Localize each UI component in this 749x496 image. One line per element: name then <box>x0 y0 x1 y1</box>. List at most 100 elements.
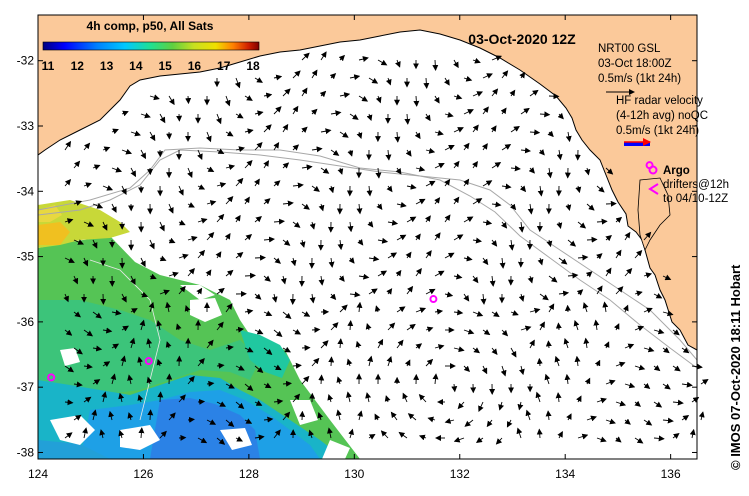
legend-colorbar <box>42 41 260 51</box>
velocity-arrow <box>385 77 392 86</box>
velocity-arrow <box>567 239 577 247</box>
nrt-line2: 03-Oct 18:00Z <box>598 58 672 70</box>
velocity-arrow <box>681 415 690 421</box>
velocity-arrow <box>273 398 284 405</box>
velocity-arrow <box>338 54 345 62</box>
velocity-arrow <box>335 409 342 421</box>
velocity-arrow <box>634 290 643 297</box>
velocity-arrow <box>205 269 212 277</box>
timestamp: 03-Oct-2020 12Z <box>468 31 576 47</box>
velocity-arrow <box>168 412 176 421</box>
velocity-arrow <box>491 311 500 318</box>
velocity-arrow <box>301 311 311 317</box>
velocity-arrow <box>366 113 373 122</box>
velocity-arrow <box>244 196 250 205</box>
velocity-arrow <box>168 237 176 244</box>
velocity-arrow <box>453 309 464 316</box>
velocity-arrow <box>83 329 94 337</box>
velocity-arrow <box>405 251 412 259</box>
velocity-arrow <box>254 178 260 187</box>
velocity-arrow <box>634 400 641 407</box>
velocity-arrow <box>63 293 69 303</box>
velocity-arrow <box>206 339 214 349</box>
velocity-arrow <box>558 290 570 297</box>
velocity-arrow <box>159 221 165 232</box>
velocity-arrow <box>130 275 136 285</box>
velocity-arrow <box>235 112 244 119</box>
velocity-arrow <box>329 73 337 80</box>
velocity-arrow <box>348 257 355 264</box>
velocity-arrow <box>254 400 263 406</box>
velocity-arrow <box>206 166 215 172</box>
velocity-arrow <box>525 409 532 421</box>
velocity-arrow <box>406 323 416 331</box>
velocity-arrow <box>518 293 525 302</box>
legend-tick-label: 17 <box>217 59 231 73</box>
velocity-arrow <box>137 356 144 367</box>
velocity-arrow <box>83 142 91 151</box>
velocity-arrow <box>64 140 72 151</box>
velocity-arrow <box>434 344 445 350</box>
velocity-arrow <box>405 149 412 157</box>
velocity-arrow <box>111 343 120 350</box>
velocity-arrow <box>529 129 541 136</box>
velocity-arrow <box>537 185 544 197</box>
velocity-arrow <box>472 310 484 317</box>
velocity-arrow <box>205 131 212 143</box>
velocity-arrow <box>546 167 553 179</box>
velocity-arrow <box>206 380 215 387</box>
velocity-arrow <box>501 144 512 151</box>
velocity-arrow <box>489 275 496 287</box>
velocity-arrow <box>149 239 155 250</box>
y-tick-label: -32 <box>17 54 35 68</box>
velocity-arrow <box>367 221 374 228</box>
velocity-arrow <box>634 249 643 259</box>
velocity-arrow <box>662 417 674 424</box>
velocity-arrow <box>147 409 154 421</box>
velocity-arrow <box>375 167 382 179</box>
velocity-arrow <box>576 395 582 403</box>
velocity-arrow <box>577 221 587 229</box>
velocity-arrow <box>537 257 544 266</box>
velocity-arrow <box>64 329 73 336</box>
velocity-arrow <box>482 257 489 266</box>
isobath-3 <box>89 259 161 421</box>
velocity-arrow <box>92 164 101 171</box>
velocity-arrow <box>491 201 502 208</box>
velocity-arrow <box>328 356 335 367</box>
velocity-arrow <box>622 304 629 313</box>
velocity-arrow <box>358 56 369 62</box>
velocity-arrow <box>254 254 266 261</box>
velocity-arrow <box>328 185 335 194</box>
argo-line1: drifters@12h <box>663 179 729 191</box>
velocity-arrow <box>481 143 488 151</box>
velocity-arrow <box>463 216 474 223</box>
argo-float-marker <box>429 295 438 304</box>
velocity-arrow <box>557 112 564 120</box>
velocity-arrow <box>368 288 378 295</box>
velocity-arrow <box>577 254 589 261</box>
velocity-arrow <box>643 272 653 279</box>
velocity-arrow <box>282 239 291 246</box>
velocity-arrow <box>501 221 508 229</box>
velocity-arrow <box>605 379 616 386</box>
velocity-arrow <box>111 203 117 213</box>
velocity-arrow <box>555 322 562 331</box>
velocity-arrow <box>624 382 636 389</box>
velocity-arrow <box>317 411 324 421</box>
velocity-arrow <box>99 429 106 439</box>
argo-label: Argo <box>663 165 690 177</box>
velocity-arrow <box>254 328 264 335</box>
velocity-arrow <box>216 401 226 407</box>
velocity-arrow <box>463 178 470 187</box>
x-tick-label: 126 <box>133 467 153 481</box>
velocity-arrow <box>415 267 422 277</box>
velocity-arrow <box>263 124 272 133</box>
velocity-arrow <box>564 373 571 385</box>
velocity-arrow <box>491 55 503 61</box>
velocity-arrow <box>490 125 497 133</box>
velocity-arrow <box>311 185 320 192</box>
velocity-arrow <box>463 142 470 151</box>
velocity-arrow <box>225 269 234 277</box>
velocity-arrow <box>615 249 622 259</box>
